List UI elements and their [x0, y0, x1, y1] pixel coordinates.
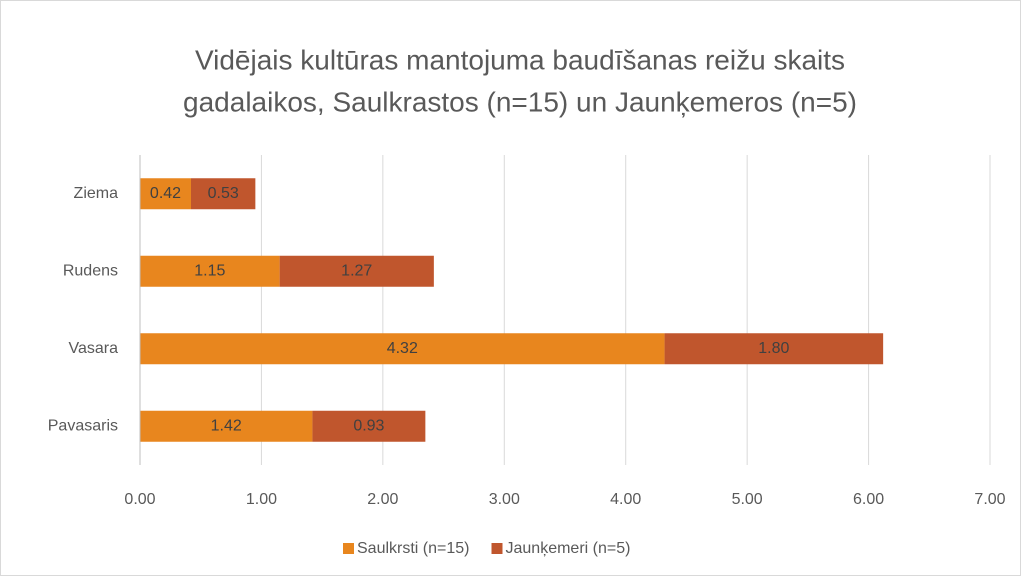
legend-label: Saulkrsti (n=15)	[357, 540, 470, 557]
chart-title: gadalaikos, Saulkrastos (n=15) un Jaunķe…	[183, 86, 857, 117]
legend-label: Jaunķemeri (n=5)	[506, 540, 631, 557]
bar	[140, 255, 280, 287]
bar	[312, 410, 426, 442]
x-tick-label: 2.00	[367, 491, 398, 508]
x-tick-label: 6.00	[853, 491, 884, 508]
x-tick-label: 1.00	[246, 491, 277, 508]
data-label: 0.53	[208, 185, 239, 202]
y-tick-label: Vasara	[68, 340, 118, 357]
bar	[140, 333, 665, 365]
legend-swatch	[343, 543, 354, 554]
x-tick-label: 4.00	[610, 491, 641, 508]
chart-title: Vidējais kultūras mantojuma baudīšanas r…	[195, 44, 845, 75]
data-label: 1.42	[211, 417, 242, 434]
data-label: 1.27	[341, 262, 372, 279]
y-tick-label: Rudens	[63, 262, 118, 279]
legend-swatch	[491, 543, 503, 554]
data-label: 1.15	[194, 262, 225, 279]
bar	[664, 333, 884, 365]
x-tick-label: 3.00	[489, 491, 520, 508]
x-tick-label: 0.00	[124, 491, 155, 508]
x-tick-label: 5.00	[732, 491, 763, 508]
data-label: 4.32	[387, 340, 418, 357]
bar	[140, 410, 313, 442]
y-tick-label: Ziema	[74, 185, 119, 202]
bar	[191, 178, 256, 210]
bar	[279, 255, 434, 287]
bar	[140, 178, 191, 210]
data-label: 1.80	[758, 340, 789, 357]
x-tick-label: 7.00	[974, 491, 1005, 508]
data-label: 0.42	[150, 185, 181, 202]
y-tick-label: Pavasaris	[48, 417, 118, 434]
data-label: 0.93	[353, 417, 384, 434]
